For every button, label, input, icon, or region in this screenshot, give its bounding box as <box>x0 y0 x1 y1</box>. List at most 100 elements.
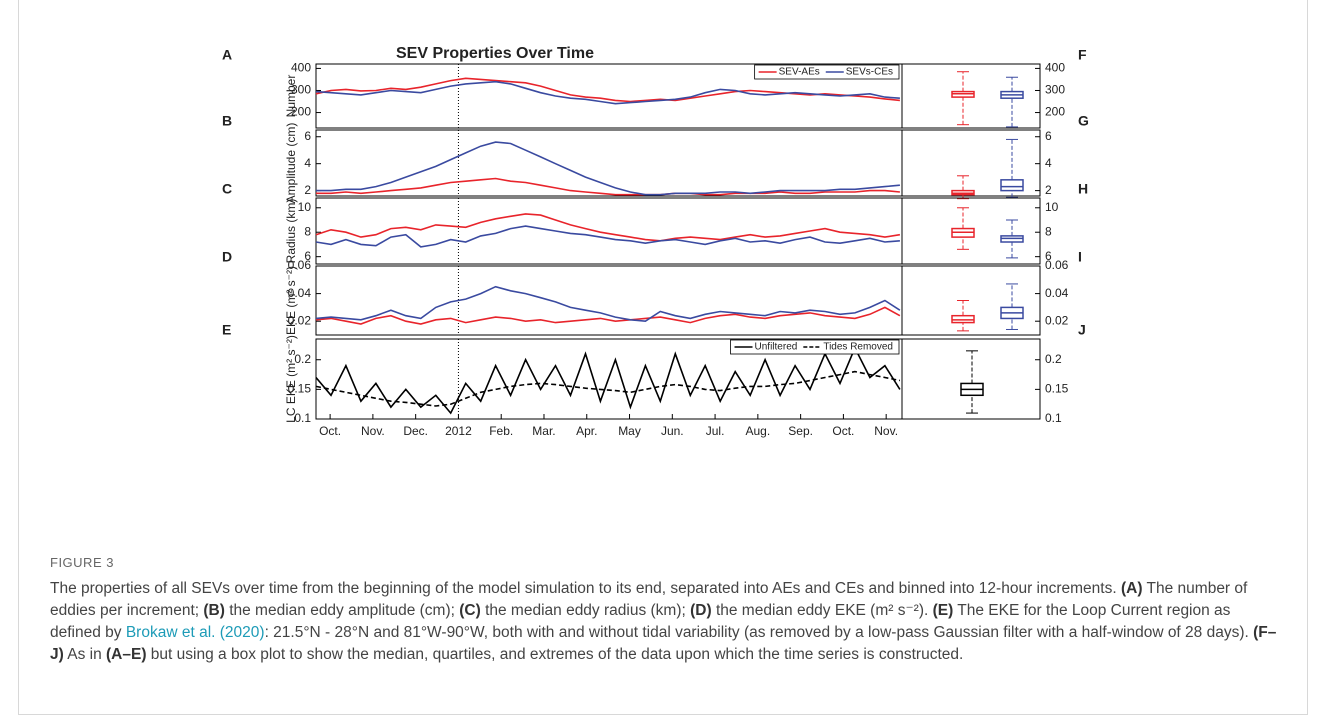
caption-text: The properties of all SEVs over time fro… <box>50 580 1121 597</box>
y-tick-label: 10 <box>1045 200 1059 214</box>
y-tick-label: 200 <box>1045 105 1065 119</box>
series-line <box>316 141 900 196</box>
x-tick-label: Jun. <box>661 424 684 438</box>
series-line <box>315 370 901 407</box>
caption-ref: (A) <box>1120 580 1143 597</box>
x-tick-label: Jul. <box>706 424 725 438</box>
y-tick-label: 10 <box>298 200 312 214</box>
y-tick-label: 6 <box>1045 129 1052 143</box>
legend-label: SEV-AEs <box>779 67 820 78</box>
y-axis-label: Number <box>284 75 298 118</box>
x-tick-label: Nov. <box>874 424 898 438</box>
caption-ref: (C) <box>459 602 481 619</box>
y-tick-label: 400 <box>1045 61 1065 75</box>
x-tick-label: Dec. <box>403 424 428 438</box>
box <box>1000 179 1024 192</box>
panel-label: J <box>1078 322 1086 338</box>
chart-title: SEV Properties Over Time <box>396 45 594 62</box>
y-axis-label: Radius (km) <box>284 199 298 264</box>
caption-text: The number of eddies per increment; <box>50 580 1248 619</box>
box-frame <box>901 129 1041 197</box>
y-tick-label: 4 <box>304 156 311 170</box>
y-tick-label: 0.1 <box>294 411 311 425</box>
y-tick-label: 8 <box>1045 224 1052 238</box>
y-tick-label: 2 <box>1045 183 1052 197</box>
caption-text: As in <box>63 646 107 663</box>
y-tick-label: 0.15 <box>288 382 312 396</box>
y-tick-label: 0.04 <box>288 286 312 300</box>
y-tick-label: 0.06 <box>1045 258 1069 272</box>
caption-ref: (E) <box>932 602 954 619</box>
caption-ref: (A–E) <box>106 646 147 663</box>
legend-label: Tides Removed <box>823 342 893 353</box>
y-tick-label: 300 <box>291 83 311 97</box>
y-tick-label: 0.02 <box>288 313 312 327</box>
y-tick-label: 4 <box>1045 156 1052 170</box>
y-tick-label: 0.2 <box>294 352 311 366</box>
series-line <box>315 225 900 248</box>
y-tick-label: 0.04 <box>1045 286 1069 300</box>
series-line <box>315 80 900 105</box>
panel-label: H <box>1078 181 1088 197</box>
panel-label: G <box>1078 113 1089 129</box>
y-tick-label: 0.15 <box>1045 382 1069 396</box>
series-line <box>315 77 900 103</box>
x-tick-label: Aug. <box>746 424 771 438</box>
x-tick-label: Mar. <box>532 424 555 438</box>
panel-label: C <box>222 181 232 197</box>
series-line <box>315 213 901 242</box>
panel-label: I <box>1078 249 1082 265</box>
box-frame <box>901 197 1041 265</box>
series-line <box>316 177 900 196</box>
caption-text: but using a box plot to show the median,… <box>146 646 964 663</box>
series-line <box>315 345 901 415</box>
y-tick-label: 0.02 <box>1045 313 1069 327</box>
y-tick-label: 6 <box>1045 249 1052 263</box>
figure-label: FIGURE 3 <box>50 555 114 570</box>
x-tick-label: Feb. <box>489 424 513 438</box>
caption-text: the median eddy amplitude (cm); <box>224 602 460 619</box>
x-tick-label: May <box>618 424 641 438</box>
y-tick-label: 6 <box>304 249 311 263</box>
legend-box <box>730 339 900 355</box>
box-frame <box>901 265 1041 336</box>
y-tick-label: 0.06 <box>288 258 312 272</box>
y-tick-label: 8 <box>304 224 311 238</box>
box-frame <box>901 338 1041 420</box>
series-line <box>315 306 901 325</box>
x-tick-label: Oct. <box>832 424 854 438</box>
x-tick-label: Oct. <box>319 424 341 438</box>
y-tick-label: 400 <box>291 61 311 75</box>
caption-ref: (B) <box>203 602 225 619</box>
y-tick-label: 0.2 <box>1045 352 1062 366</box>
y-tick-label: 0.1 <box>1045 411 1062 425</box>
y-tick-label: 300 <box>1045 83 1065 97</box>
series-line <box>315 285 901 323</box>
y-tick-label: 200 <box>291 105 311 119</box>
panel-label: A <box>222 47 232 63</box>
caption-text: The EKE for the Loop Current region as d… <box>50 602 1231 641</box>
y-axis-label: EKE (m² s⁻²) <box>284 266 298 335</box>
legend: Unfiltered Tides Removed <box>730 339 900 355</box>
panel-label: D <box>222 249 232 265</box>
legend: SEV-AEs SEVs-CEs <box>754 64 900 80</box>
panel-label: B <box>222 113 232 129</box>
caption-text: the median eddy EKE (m² s⁻²). <box>711 602 933 619</box>
panel-label: F <box>1078 47 1087 63</box>
legend-label: SEVs-CEs <box>846 67 893 78</box>
caption-ref: (D) <box>690 602 712 619</box>
panel-label: E <box>222 322 231 338</box>
citation-link[interactable]: Brokaw et al. (2020) <box>125 624 265 641</box>
caption: FIGURE 3 The properties of all SEVs over… <box>50 552 1285 666</box>
y-axis-label: LC EKE (m² s⁻²) <box>284 335 298 423</box>
caption-ref: (F–J) <box>50 624 1277 663</box>
x-tick-label: Nov. <box>361 424 385 438</box>
caption-text: the median eddy radius (km); <box>480 602 691 619</box>
legend-label: Unfiltered <box>755 342 798 353</box>
x-tick-label: Apr. <box>576 424 597 438</box>
y-tick-label: 2 <box>304 183 311 197</box>
x-tick-label: 2012 <box>445 424 472 438</box>
box-frame <box>901 63 1041 129</box>
